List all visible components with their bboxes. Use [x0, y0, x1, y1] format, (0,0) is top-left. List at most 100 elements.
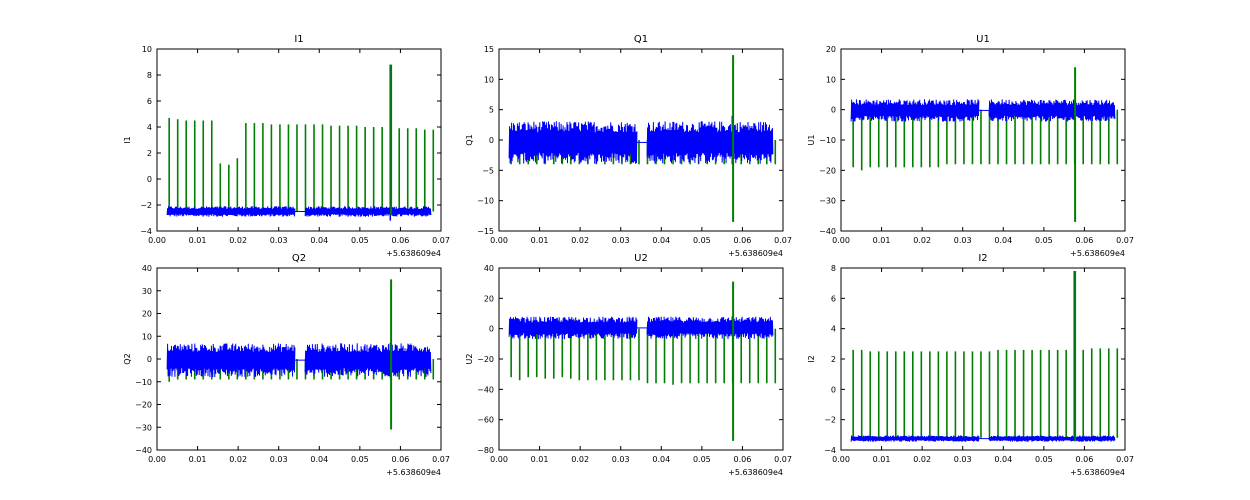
x-offset-label: +5.638609e4: [386, 249, 441, 258]
y-tick-label: 40: [142, 264, 152, 273]
x-tick-label: 0.02: [913, 455, 931, 464]
y-tick-label: −30: [135, 423, 152, 432]
x-tick-label: 0.04: [994, 455, 1012, 464]
y-tick-label: 0: [489, 136, 494, 145]
y-tick-label: 8: [147, 71, 152, 80]
y-tick-label: 10: [484, 75, 494, 84]
y-tick-label: −10: [477, 197, 494, 206]
x-tick-label: 0.07: [1116, 455, 1134, 464]
y-axis-label: Q2: [123, 353, 132, 364]
y-tick-label: 20: [826, 45, 836, 54]
x-tick-label: 0.02: [229, 455, 247, 464]
x-tick-label: 0.01: [189, 455, 207, 464]
axes-frame: [840, 48, 1126, 232]
y-tick-label: −4: [140, 227, 152, 236]
y-axis-label: U1: [807, 135, 816, 146]
x-tick-label: 0.06: [392, 236, 410, 245]
x-tick-label: 0.04: [652, 236, 670, 245]
x-tick-label: 0.02: [571, 455, 589, 464]
y-tick-label: −40: [135, 446, 152, 455]
blue-series-run-2: [646, 316, 774, 340]
x-tick-label: 0.05: [351, 236, 369, 245]
x-tick-label: 0.00: [832, 236, 850, 245]
x-tick-label: 0.04: [310, 455, 328, 464]
x-tick-label: 0.04: [652, 455, 670, 464]
blue-series-run-2: [646, 121, 774, 164]
subplot-q2: 0.00 0.01 0.02 0.03 0.04 0.05 0.06 0.07 −40 −30 −2…: [123, 253, 450, 477]
x-tick-label: 0.07: [774, 236, 792, 245]
y-axis-label: Q1: [465, 134, 474, 145]
x-tick-label: 0.07: [432, 236, 450, 245]
y-tick-label: −20: [477, 355, 494, 364]
plot-area: [508, 281, 777, 441]
x-tick-label: 0.03: [612, 236, 630, 245]
x-tick-label: 0.07: [774, 455, 792, 464]
x-tick-label: 0.02: [229, 236, 247, 245]
subplot-title: U1: [976, 34, 990, 45]
y-tick-label: −20: [819, 166, 836, 175]
x-tick-label: 0.01: [873, 455, 891, 464]
plot-area: [166, 279, 435, 430]
subplot-u1: 0.00 0.01 0.02 0.03 0.04 0.05 0.06 0.07 −40 −30 −2…: [807, 34, 1134, 258]
x-tick-label: 0.01: [873, 236, 891, 245]
y-tick-label: 5: [489, 106, 494, 115]
x-tick-label: 0.05: [351, 455, 369, 464]
x-tick-label: 0.06: [734, 455, 752, 464]
plot-area: [850, 67, 1119, 222]
y-tick-label: 4: [831, 325, 836, 334]
x-tick-label: 0.01: [189, 236, 207, 245]
axes-frame: [156, 48, 442, 232]
x-tick-label: 0.06: [1076, 455, 1094, 464]
y-tick-label: −2: [140, 201, 152, 210]
x-tick-label: 0.02: [913, 236, 931, 245]
x-tick-label: 0.03: [270, 236, 288, 245]
x-tick-label: 0.05: [693, 455, 711, 464]
x-offset-label: +5.638609e4: [386, 468, 441, 477]
x-offset-label: +5.638609e4: [1070, 468, 1125, 477]
x-tick-label: 0.05: [693, 236, 711, 245]
x-tick-label: 0.01: [531, 236, 549, 245]
axes-frame: [498, 267, 784, 451]
x-tick-label: 0.00: [490, 455, 508, 464]
x-tick-label: 0.03: [612, 455, 630, 464]
y-tick-label: 10: [142, 45, 152, 54]
x-tick-label: 0.03: [954, 455, 972, 464]
plot-area: [166, 64, 435, 221]
y-tick-label: −40: [477, 385, 494, 394]
y-tick-label: 8: [831, 264, 836, 273]
subplot-title: I2: [978, 253, 987, 264]
y-tick-label: 15: [484, 45, 494, 54]
subplot-title: Q1: [634, 34, 648, 45]
blue-series-run-1: [166, 343, 296, 378]
x-tick-label: 0.00: [148, 455, 166, 464]
y-tick-label: 10: [826, 75, 836, 84]
x-tick-label: 0.07: [432, 455, 450, 464]
blue-series-run-2: [988, 99, 1116, 122]
y-tick-label: 20: [142, 310, 152, 319]
blue-series-run-1: [166, 206, 296, 217]
y-axis-label: I1: [123, 136, 132, 143]
x-tick-label: 0.05: [1035, 455, 1053, 464]
y-tick-label: −30: [819, 197, 836, 206]
y-tick-label: −15: [477, 227, 494, 236]
plot-area: [850, 271, 1119, 442]
y-tick-label: −10: [819, 136, 836, 145]
x-tick-label: 0.05: [1035, 236, 1053, 245]
plot-area: [508, 55, 777, 222]
x-tick-label: 0.04: [994, 236, 1012, 245]
subplot-u2: 0.00 0.01 0.02 0.03 0.04 0.05 0.06 0.07 −80 −60 −4…: [465, 253, 792, 477]
y-tick-label: 6: [831, 294, 836, 303]
y-tick-label: −5: [482, 166, 494, 175]
subplot-title: U2: [634, 253, 648, 264]
y-tick-label: −2: [824, 416, 836, 425]
x-tick-label: 0.06: [1076, 236, 1094, 245]
y-tick-label: 0: [831, 106, 836, 115]
y-tick-label: −4: [824, 446, 836, 455]
x-tick-label: 0.03: [954, 236, 972, 245]
subplot-q1: 0.00 0.01 0.02 0.03 0.04 0.05 0.06 0.07 −15 −10 −5…: [465, 34, 792, 258]
x-tick-label: 0.03: [270, 455, 288, 464]
y-tick-label: 4: [147, 123, 152, 132]
x-tick-label: 0.00: [832, 455, 850, 464]
blue-series-run-1: [508, 121, 638, 164]
